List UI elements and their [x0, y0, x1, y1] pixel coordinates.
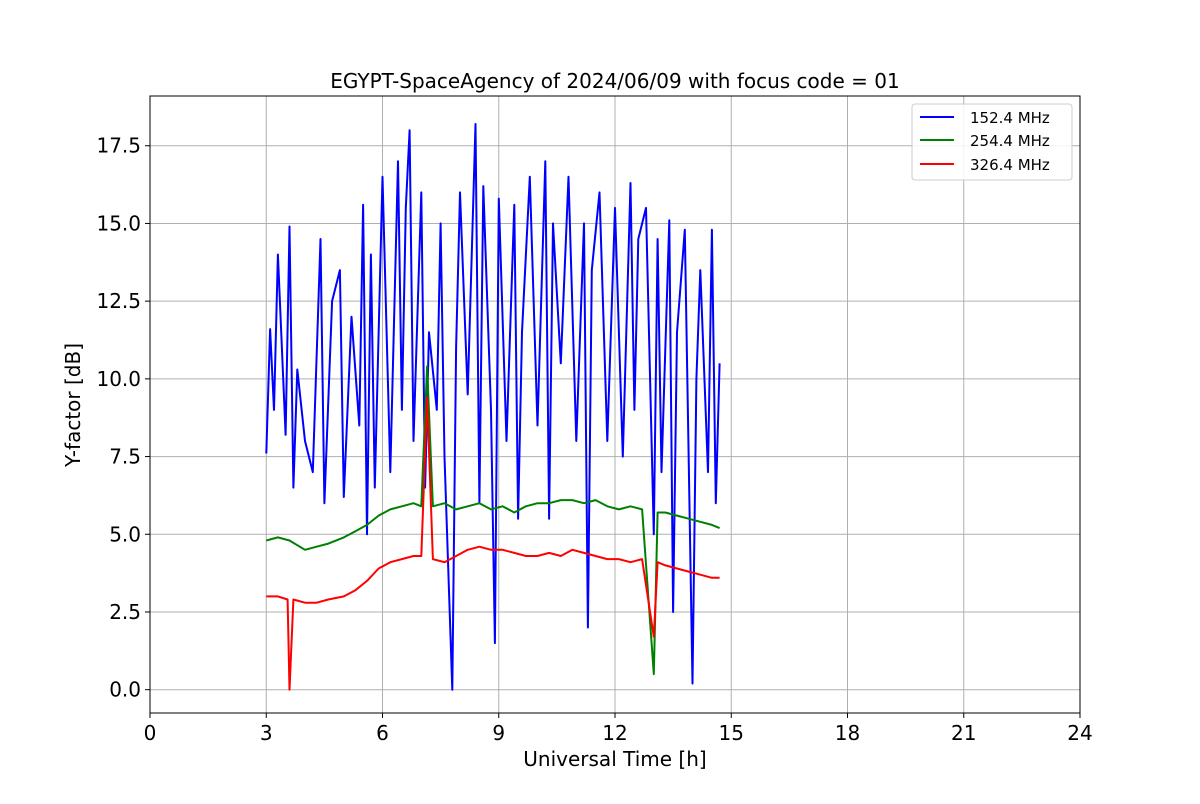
x-tick-label: 24: [1067, 721, 1092, 745]
x-tick-label: 21: [951, 721, 976, 745]
series-line-2: [266, 396, 720, 691]
legend: 152.4 MHz 254.4 MHz 326.4 MHz: [911, 103, 1073, 181]
x-tick-label: 12: [602, 721, 627, 745]
y-axis-label: Y-factor [dB]: [61, 343, 85, 468]
y-tick-label: 10.0: [96, 367, 141, 391]
y-tick-label: 12.5: [96, 289, 141, 313]
series-line-1: [266, 365, 720, 676]
x-tick-label: 6: [376, 721, 389, 745]
legend-box: [911, 103, 1073, 181]
legend-label-2: 326.4 MHz: [970, 156, 1050, 174]
y-tick-label: 2.5: [109, 600, 141, 624]
x-tick-label: 18: [835, 721, 860, 745]
y-tick-label: 15.0: [96, 211, 141, 235]
x-tick-label: 15: [719, 721, 744, 745]
legend-label-0: 152.4 MHz: [970, 109, 1050, 127]
plot-area: [265, 123, 721, 691]
x-tick-label: 9: [492, 721, 505, 745]
x-tick-label: 3: [260, 721, 273, 745]
x-axis-label: Universal Time [h]: [523, 747, 706, 771]
x-axis: 0 3 6 9 12 15 18 21 24: [144, 713, 1093, 745]
chart-title: EGYPT-SpaceAgency of 2024/06/09 with foc…: [330, 69, 899, 93]
y-tick-label: 0.0: [109, 678, 141, 702]
y-tick-label: 17.5: [96, 134, 141, 158]
y-axis: 0.0 2.5 5.0 7.5 10.0 12.5 15.0 17.5: [96, 134, 150, 702]
y-tick-label: 7.5: [109, 445, 141, 469]
y-tick-label: 5.0: [109, 522, 141, 546]
legend-label-1: 254.4 MHz: [970, 132, 1050, 150]
x-tick-label: 0: [144, 721, 157, 745]
series-line-0: [265, 123, 721, 691]
